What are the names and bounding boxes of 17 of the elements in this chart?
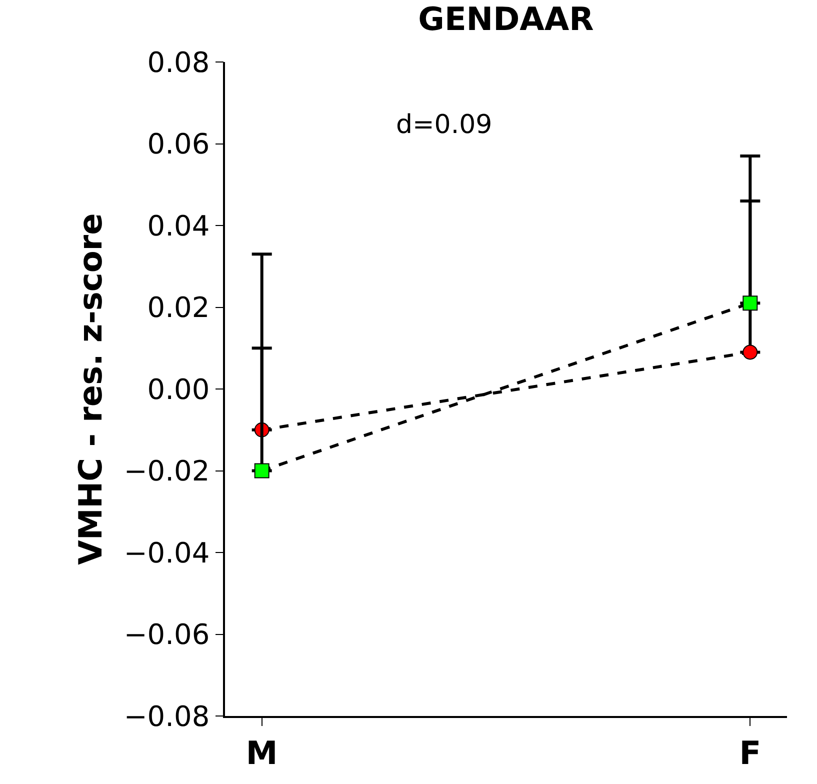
- chart-title: GENDAAR: [418, 0, 594, 38]
- x-tick-label: M: [246, 734, 278, 772]
- y-tick-label: −0.04: [124, 536, 210, 570]
- y-tick-label: −0.06: [124, 618, 210, 652]
- y-tick-label: 0.04: [147, 209, 210, 242]
- x-tick-label: F: [739, 734, 762, 772]
- text: 0.00: [147, 372, 210, 406]
- y-axis-title: VMHC - res. z-score: [72, 213, 110, 565]
- annotation: d=0.09: [396, 110, 492, 140]
- point: [254, 463, 270, 478]
- y-tick-label: 0.08: [147, 46, 210, 79]
- point: [742, 296, 758, 311]
- y-tick-label: 0.02: [147, 291, 210, 324]
- y-tick-label: −0.02: [124, 454, 210, 488]
- y-tick-label: −0.08: [124, 700, 210, 733]
- y-tick-label: 0.06: [147, 128, 210, 161]
- point: [742, 344, 758, 360]
